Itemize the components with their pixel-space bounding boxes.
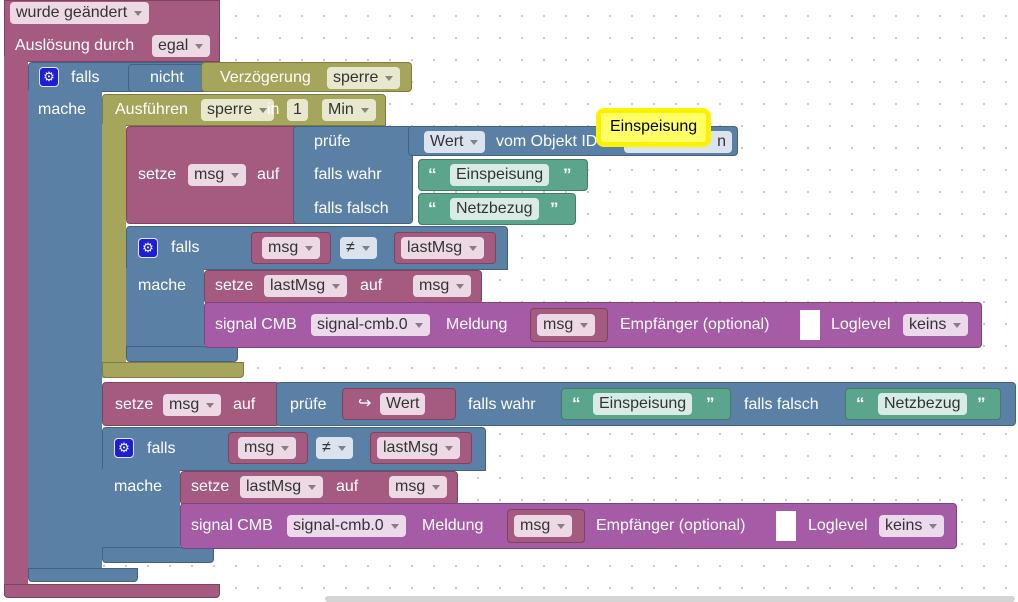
set-lastmsg-2-setze: setze [191, 478, 230, 495]
timeout-unit-dropdown[interactable]: Min [322, 99, 376, 121]
timeout-in-label: in [267, 101, 280, 118]
ternary-block-1[interactable] [293, 126, 413, 224]
set-lastmsg-2-value-dropdown[interactable]: msg [389, 476, 448, 498]
ternary-1-falls-wahr: falls wahr [314, 166, 382, 183]
open-quote-icon: “ [856, 394, 865, 413]
set-msg-1-auf: auf [257, 166, 280, 183]
gear-icon[interactable]: ⚙ [114, 438, 134, 458]
get-value-field[interactable]: Wert [380, 393, 426, 415]
compare-1-left-dropdown[interactable]: msg [262, 237, 321, 259]
text-einspeisung-1[interactable]: Einspeisung [450, 164, 550, 186]
inner-if-2-falls: falls [147, 440, 176, 457]
text-netzbezug-2[interactable]: Netzbezug [878, 393, 967, 415]
open-quote-icon: “ [428, 165, 437, 184]
set-msg-1-var-dropdown[interactable]: msg [188, 164, 247, 186]
inner-if-1-falls: falls [171, 239, 200, 256]
delay-label: Verzögerung [220, 69, 311, 86]
delay-name-dropdown[interactable]: sperre [327, 67, 401, 89]
signal-2-meldung: Meldung [422, 517, 484, 534]
event-block-footer [4, 584, 220, 598]
inner-if-2-footer [102, 547, 214, 563]
signal-1-empfaenger-slot[interactable] [800, 310, 820, 340]
gear-icon[interactable]: ⚙ [138, 238, 158, 258]
compare-1-right-dropdown[interactable]: lastMsg [401, 237, 485, 259]
timeout-spine [102, 124, 126, 378]
inner-if-1-mache: mache [138, 277, 187, 294]
compare-2-left-dropdown[interactable]: msg [238, 437, 297, 459]
outer-mache-label: mache [38, 101, 87, 118]
text-netzbezug-1[interactable]: Netzbezug [450, 198, 539, 220]
signal-1-level-dropdown[interactable]: keins [903, 314, 969, 336]
set-lastmsg-2-var-dropdown[interactable]: lastMsg [240, 476, 324, 498]
signal-1-meldung: Meldung [446, 316, 508, 333]
close-quote-icon: ” [550, 199, 559, 218]
set-lastmsg-1-auf: auf [360, 277, 383, 294]
outer-if-footer [28, 568, 138, 582]
timeout-label: Ausführen [115, 101, 188, 118]
timeout-amount-input[interactable]: 1 [287, 99, 308, 121]
signal-1-empfaenger: Empfänger (optional) [620, 316, 770, 333]
signal-2-empfaenger: Empfänger (optional) [596, 517, 746, 534]
get-state-attr-dropdown[interactable]: Wert [424, 131, 486, 153]
inner-if-1-footer [126, 346, 238, 362]
auslosung-label: Auslösung durch [15, 37, 135, 54]
open-quote-icon: “ [428, 199, 437, 218]
timeout-name-dropdown[interactable]: sperre [201, 99, 275, 121]
timeout-footer [102, 362, 244, 378]
signal-1-label: signal CMB [215, 316, 297, 333]
event-block-spine [4, 56, 28, 596]
ternary-2-falls-falsch: falls falsch [744, 396, 819, 413]
compare-2-right-dropdown[interactable]: lastMsg [377, 437, 461, 459]
get-state-label: vom Objekt ID [496, 133, 598, 150]
signal-1-instance-dropdown[interactable]: signal-cmb.0 [311, 314, 430, 336]
inner-if-1-spine [126, 268, 204, 348]
close-quote-icon: ” [977, 394, 986, 413]
set-lastmsg-1-setze: setze [215, 277, 254, 294]
ternary-1-falls-falsch: falls falsch [314, 200, 389, 217]
signal-2-instance-dropdown[interactable]: signal-cmb.0 [287, 515, 406, 537]
value-tooltip: Einspeisung [598, 110, 710, 145]
signal-2-loglevel: Loglevel [808, 517, 868, 534]
set-msg-2-auf: auf [233, 396, 256, 413]
signal-1-msg-dropdown[interactable]: msg [537, 314, 596, 336]
close-quote-icon: ” [706, 394, 715, 413]
return-arrow-icon: ↪ [358, 395, 372, 412]
ternary-2-pruefe: prüfe [290, 396, 327, 413]
signal-2-level-dropdown[interactable]: keins [879, 515, 945, 537]
outer-if-spine [28, 90, 102, 574]
signal-2-msg-dropdown[interactable]: msg [514, 515, 573, 537]
set-msg-block-2[interactable] [102, 382, 280, 426]
inner-if-2-mache: mache [114, 478, 163, 495]
compare-1-op-dropdown[interactable]: ≠ [340, 237, 377, 259]
compare-2-op-dropdown[interactable]: ≠ [316, 437, 353, 459]
ternary-1-pruefe: prüfe [314, 133, 351, 150]
text-einspeisung-2[interactable]: Einspeisung [593, 393, 693, 415]
set-lastmsg-1-var-dropdown[interactable]: lastMsg [264, 275, 348, 297]
set-lastmsg-1-value-dropdown[interactable]: msg [413, 275, 472, 297]
set-msg-1-setze: setze [138, 166, 177, 183]
signal-2-empfaenger-slot[interactable] [776, 511, 796, 541]
outer-if-label: falls [71, 69, 100, 86]
set-msg-2-var-dropdown[interactable]: msg [163, 394, 222, 416]
signal-1-loglevel: Loglevel [831, 316, 891, 333]
changed-dropdown[interactable]: wurde geändert [10, 2, 150, 24]
not-block[interactable] [128, 64, 210, 92]
not-label: nicht [150, 69, 184, 86]
signal-2-label: signal CMB [191, 517, 273, 534]
ternary-2-falls-wahr: falls wahr [468, 396, 536, 413]
set-msg-2-setze: setze [115, 396, 154, 413]
open-quote-icon: “ [572, 394, 581, 413]
horizontal-scrollbar[interactable] [325, 596, 1015, 602]
gear-icon[interactable]: ⚙ [39, 67, 59, 87]
auslosung-dropdown[interactable]: egal [152, 35, 211, 57]
close-quote-icon: ” [563, 165, 572, 184]
set-lastmsg-2-auf: auf [336, 478, 359, 495]
inner-if-2-spine [102, 469, 180, 549]
